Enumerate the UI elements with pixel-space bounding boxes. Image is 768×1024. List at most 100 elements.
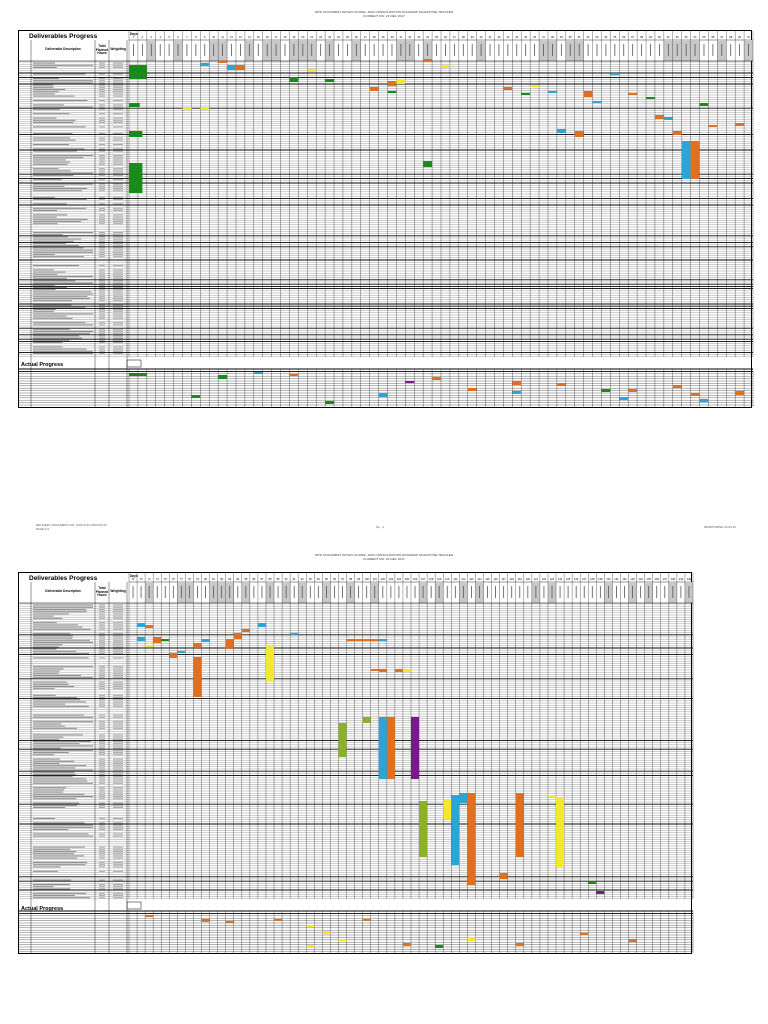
weight-text-stub [113,864,123,866]
deliverable-text-stub [33,606,93,608]
day-number: 104 [397,577,402,581]
deliverable-text-stub [33,776,73,778]
hours-text-stub [99,864,105,866]
day-number: 35 [435,35,438,39]
date-label-stub [694,44,696,56]
date-label-stub [551,586,553,598]
gantt-bar [378,639,387,641]
weight-text-stub [113,117,123,119]
weight-text-stub [113,157,123,159]
deliverable-text-stub [33,723,62,725]
weight-text-stub [113,670,123,672]
hours-text-stub [99,802,105,804]
deliverable-text-stub [33,117,57,119]
gantt-bar [672,131,682,135]
weight-text-stub [113,232,123,233]
deliverable-text-stub [33,774,76,775]
date-label-stub [414,586,416,598]
hours-text-stub [99,818,105,819]
deliverable-text-stub [33,807,66,808]
date-label-stub [284,44,286,56]
weight-text-stub [113,317,123,319]
weight-text-stub [113,251,123,253]
hours-text-stub [99,694,105,696]
gantt-bar [386,717,395,779]
day-number: 120 [526,577,531,581]
deliverable-text-stub [33,265,80,266]
gantt-bar [378,393,388,397]
date-label-stub [248,44,250,56]
deliverable-text-stub [33,635,73,637]
deliverable-text-stub [33,216,57,218]
date-label-stub [479,586,480,598]
deliverable-text-stub [33,681,67,683]
weight-text-stub [113,675,123,676]
weight-text-stub [113,86,123,88]
date-label-stub [495,586,496,598]
gantt-bar [596,891,605,894]
date-label-stub [489,44,491,56]
day-number: 82 [220,577,223,581]
gantt-bar [628,389,638,392]
hours-text-stub [99,73,105,75]
deliverable-text-stub [33,670,60,672]
hours-text-stub [99,644,105,646]
deliverable-text-stub [33,298,90,299]
gantt-bar [225,921,234,923]
gantt-bar [137,623,146,627]
weight-text-stub [113,824,123,826]
date-label-stub [222,44,223,56]
day-number: 138 [671,577,676,581]
hours-text-stub [99,628,105,630]
hours-text-stub [99,606,105,608]
deliverable-text-stub [33,89,66,90]
deliverable-text-stub [33,119,76,121]
day-number: 125 [566,577,571,581]
deliverable-text-stub [33,335,80,337]
weight-text-stub [113,604,123,606]
deliverable-text-stub [33,699,81,701]
deliverable-text-stub [33,617,63,619]
hours-text-stub [99,723,105,725]
date-label-stub [301,586,303,598]
gantt-bar [423,59,433,62]
gantt-bar [370,669,379,671]
weight-text-stub [113,89,123,90]
deliverable-text-stub [33,291,92,293]
weight-text-stub [113,672,123,674]
date-label-stub [498,44,500,56]
deliverable-text-stub [33,782,93,784]
weight-text-stub [113,306,123,308]
date-label-stub [390,586,392,598]
hours-text-stub [99,879,105,881]
date-label-stub [436,44,437,56]
deliverable-text-stub [33,892,87,894]
weight-text-stub [113,681,123,683]
deliverable-text-stub [33,203,67,205]
date-label-stub [445,44,446,56]
day-number: 25 [346,35,349,39]
deliverable-text-stub [33,62,55,64]
hours-text-stub [99,346,105,348]
weight-text-stub [113,857,123,859]
deliverable-text-stub [33,95,75,97]
weight-text-stub [113,626,123,628]
hours-text-stub [99,767,105,769]
gantt-bar [530,85,540,87]
deliverable-text-stub [33,210,58,211]
hours-text-stub [99,183,105,185]
weight-text-stub [113,642,123,643]
weight-text-stub [113,791,123,793]
date-label-stub [168,44,170,56]
day-number: 46 [533,35,536,39]
hours-text-stub [99,84,105,86]
hours-text-stub [99,240,105,242]
hours-text-stub [99,613,105,615]
day-number: 57 [631,35,634,39]
actual-legend-box [126,901,142,910]
deliverable-text-stub [33,688,55,690]
weight-text-stub [113,119,123,121]
hours-text-stub [99,672,105,674]
date-label-stub [591,586,593,598]
